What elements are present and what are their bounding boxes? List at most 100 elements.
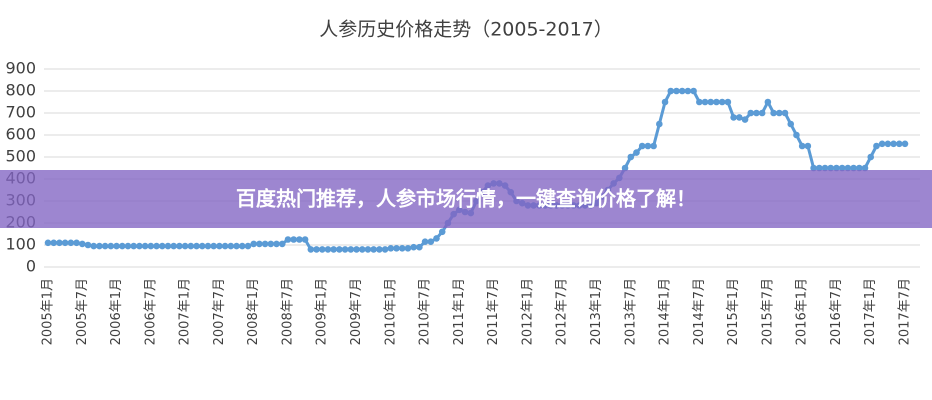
marker bbox=[61, 239, 69, 247]
marker bbox=[724, 98, 732, 106]
marker bbox=[810, 164, 817, 172]
marker bbox=[56, 239, 63, 247]
marker bbox=[90, 242, 98, 250]
marker bbox=[718, 98, 726, 106]
marker bbox=[341, 246, 349, 253]
marker bbox=[318, 246, 326, 253]
marker bbox=[661, 98, 669, 106]
marker bbox=[387, 245, 395, 252]
marker bbox=[838, 164, 846, 172]
marker bbox=[627, 153, 635, 161]
y-tick-label: 100 bbox=[5, 235, 36, 254]
marker bbox=[398, 245, 406, 252]
marker bbox=[850, 164, 857, 172]
marker bbox=[181, 242, 189, 250]
marker bbox=[193, 242, 200, 250]
marker bbox=[290, 236, 297, 243]
x-tick-label: 2007年1月 bbox=[178, 278, 193, 345]
marker bbox=[153, 242, 160, 250]
marker bbox=[833, 164, 840, 172]
marker bbox=[84, 241, 92, 249]
marker bbox=[821, 164, 829, 172]
marker bbox=[798, 142, 806, 150]
y-tick-label: 800 bbox=[5, 81, 36, 100]
marker bbox=[787, 120, 795, 128]
marker bbox=[67, 239, 75, 247]
x-tick-label: 2011年1月 bbox=[452, 278, 467, 345]
marker bbox=[256, 240, 263, 248]
marker bbox=[113, 242, 120, 250]
marker bbox=[376, 246, 383, 253]
marker bbox=[307, 246, 315, 253]
marker bbox=[816, 164, 823, 172]
marker bbox=[690, 87, 697, 95]
x-tick-label: 2009年7月 bbox=[349, 278, 364, 345]
marker bbox=[336, 246, 343, 253]
x-tick-label: 2012年1月 bbox=[520, 278, 535, 345]
marker bbox=[410, 243, 417, 251]
marker bbox=[730, 114, 737, 121]
x-tick-label: 2013年1月 bbox=[589, 278, 604, 345]
x-tick-label: 2017年7月 bbox=[898, 278, 913, 345]
marker bbox=[644, 142, 652, 150]
x-tick-label: 2007年7月 bbox=[212, 278, 227, 345]
marker bbox=[96, 242, 103, 250]
marker bbox=[204, 242, 212, 250]
marker bbox=[793, 131, 800, 139]
marker bbox=[273, 240, 280, 248]
x-tick-label: 2008年7月 bbox=[280, 278, 295, 345]
marker bbox=[176, 242, 183, 250]
x-tick-label: 2006年7月 bbox=[143, 278, 158, 345]
x-tick-label: 2005年7月 bbox=[75, 278, 90, 345]
marker bbox=[673, 87, 680, 95]
marker bbox=[804, 142, 812, 150]
marker bbox=[393, 245, 400, 252]
marker bbox=[621, 164, 629, 172]
marker bbox=[233, 242, 240, 250]
marker bbox=[50, 239, 58, 247]
marker bbox=[170, 242, 177, 250]
marker bbox=[136, 242, 143, 250]
marker bbox=[890, 140, 897, 148]
marker bbox=[433, 235, 440, 242]
marker bbox=[638, 142, 646, 150]
marker bbox=[244, 242, 252, 250]
y-tick-label: 500 bbox=[5, 147, 36, 166]
x-tick-label: 2008年1月 bbox=[246, 278, 261, 345]
marker bbox=[216, 242, 223, 250]
marker bbox=[736, 114, 743, 121]
marker bbox=[238, 242, 246, 250]
marker bbox=[741, 116, 749, 123]
marker bbox=[101, 242, 109, 250]
marker bbox=[421, 238, 429, 245]
marker bbox=[747, 109, 755, 117]
x-tick-label: 2012年7月 bbox=[555, 278, 570, 345]
marker bbox=[867, 153, 875, 161]
marker bbox=[901, 140, 909, 148]
marker bbox=[73, 239, 80, 247]
marker bbox=[878, 140, 886, 148]
x-tick-label: 2014年1月 bbox=[658, 278, 673, 345]
marker bbox=[278, 240, 286, 248]
x-tick-label: 2013年7月 bbox=[623, 278, 638, 345]
x-tick-label: 2016年7月 bbox=[829, 278, 844, 345]
x-tick-label: 2015年7月 bbox=[760, 278, 775, 345]
x-tick-label: 2005年1月 bbox=[41, 278, 56, 345]
marker bbox=[770, 109, 777, 117]
marker bbox=[753, 109, 760, 117]
marker bbox=[210, 242, 217, 250]
marker bbox=[118, 242, 126, 250]
marker bbox=[827, 164, 835, 172]
marker bbox=[158, 242, 166, 250]
marker bbox=[696, 98, 703, 106]
x-tick-label: 2014年7月 bbox=[692, 278, 707, 345]
marker bbox=[284, 236, 292, 243]
marker bbox=[844, 164, 852, 172]
x-tick-label: 2010年7月 bbox=[418, 278, 433, 345]
marker bbox=[381, 246, 389, 253]
marker bbox=[633, 149, 640, 156]
marker bbox=[667, 87, 675, 95]
marker bbox=[358, 246, 366, 253]
marker bbox=[267, 240, 275, 248]
marker bbox=[781, 109, 789, 117]
